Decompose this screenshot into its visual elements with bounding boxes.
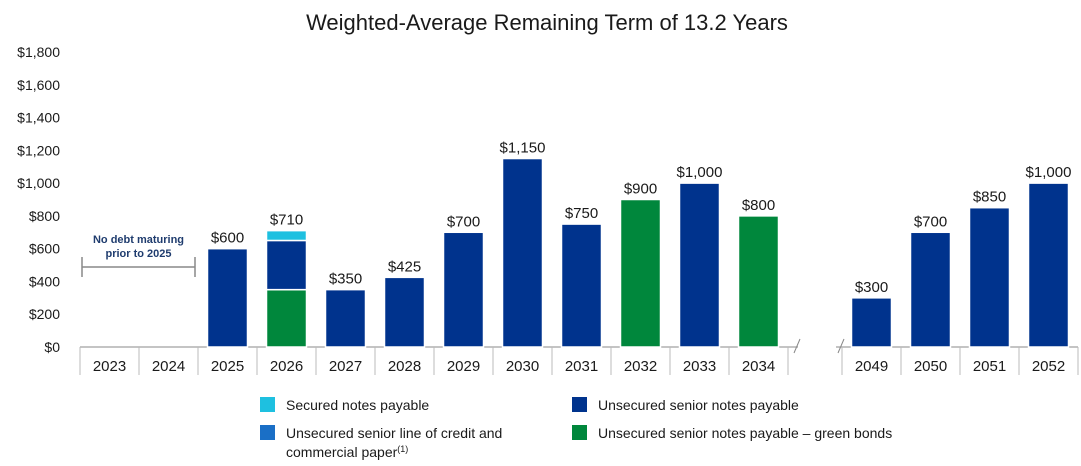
legend-swatch: [572, 425, 587, 440]
x-tick-label: 2033: [683, 358, 716, 375]
chart-title: Weighted-Average Remaining Term of 13.2 …: [306, 10, 788, 35]
y-tick-label: $1,200: [17, 142, 60, 158]
x-tick-label: 2050: [914, 358, 947, 375]
bar-segment: [560, 223, 603, 348]
bar-segment: [678, 182, 721, 348]
bar-segment: [501, 157, 544, 348]
bar-segment: [850, 297, 893, 348]
x-tick-label: 2049: [855, 358, 888, 375]
data-label: $800: [742, 197, 775, 214]
y-tick-label: $200: [29, 306, 60, 322]
y-axis: $0 $200 $400 $600 $800 $1,000 $1,200 $1,400 $1,6…: [17, 44, 60, 355]
data-label: $850: [973, 189, 1006, 206]
legend-label: Unsecured senior line of credit and: [286, 425, 502, 441]
y-tick-label: $0: [44, 339, 60, 355]
y-tick-label: $400: [29, 273, 60, 289]
x-axis: 2023 2024 2025 2026 2027 2028 2029 2030 2031 2032…: [79, 338, 1079, 375]
bar-segment: [265, 229, 308, 242]
y-tick-label: $1,000: [17, 175, 60, 191]
x-tick-label: 2052: [1032, 358, 1065, 375]
data-label: $1,000: [677, 164, 723, 181]
data-label: $710: [270, 212, 303, 229]
y-tick-label: $1,600: [17, 77, 60, 93]
axis-break-mark-left: [793, 338, 801, 354]
bar-segment: [265, 288, 308, 348]
annotation-group: No debt maturing prior to 2025: [81, 234, 196, 277]
x-tick-label: 2029: [447, 358, 480, 375]
x-tick-label: 2026: [270, 358, 303, 375]
x-tick-label: 2027: [329, 358, 362, 375]
axis-break-mark-right: [837, 338, 845, 354]
legend-swatch: [260, 425, 275, 440]
legend-label-line2: commercial paper(1): [286, 444, 408, 460]
x-tick-label: 2028: [388, 358, 421, 375]
legend-superscript: (1): [397, 444, 408, 454]
bar-segment: [206, 247, 249, 348]
data-label: $350: [329, 271, 362, 288]
x-tick-label: 2032: [624, 358, 657, 375]
bar-segment: [442, 231, 485, 348]
x-tick-label: 2025: [211, 358, 244, 375]
bar-segment: [968, 206, 1011, 348]
legend-swatch: [572, 397, 587, 412]
y-tick-label: $600: [29, 241, 60, 257]
bars-group: [206, 157, 1070, 348]
bar-segment: [909, 231, 952, 348]
data-label: $425: [388, 258, 421, 275]
y-tick-label: $1,400: [17, 110, 60, 126]
data-label: $900: [624, 181, 657, 198]
data-label: $1,150: [500, 140, 546, 157]
bar-segment: [737, 215, 780, 348]
data-label: $700: [447, 213, 480, 230]
legend: Secured notes payable Unsecured senior no…: [260, 397, 892, 460]
legend-label: Secured notes payable: [286, 397, 429, 413]
data-labels-group: $600 $710 $350 $425 $700 $1,150 $750 $900 $1,000…: [211, 140, 1072, 296]
legend-swatch: [260, 397, 275, 412]
x-tick-label: 2030: [506, 358, 539, 375]
x-tick-label: 2023: [93, 358, 126, 375]
x-tick-label: 2051: [973, 358, 1006, 375]
data-label: $750: [565, 205, 598, 222]
x-tick-label: 2024: [152, 358, 185, 375]
data-label: $1,000: [1026, 164, 1072, 181]
bar-segment: [383, 276, 426, 348]
y-tick-label: $1,800: [17, 44, 60, 60]
bar-segment: [619, 198, 662, 348]
y-tick-label: $800: [29, 208, 60, 224]
data-label: $700: [914, 213, 947, 230]
data-label: $600: [211, 230, 244, 247]
bar-segment: [265, 239, 308, 291]
annotation-text-line1: No debt maturing: [93, 234, 184, 246]
legend-label: Unsecured senior notes payable: [598, 397, 799, 413]
bar-segment: [1027, 182, 1070, 348]
x-tick-label: 2034: [742, 358, 775, 375]
bar-segment: [324, 288, 367, 348]
data-label: $300: [855, 279, 888, 296]
x-tick-label: 2031: [565, 358, 598, 375]
annotation-text-line2: prior to 2025: [105, 248, 171, 260]
legend-label: Unsecured senior notes payable – green b…: [598, 425, 892, 441]
